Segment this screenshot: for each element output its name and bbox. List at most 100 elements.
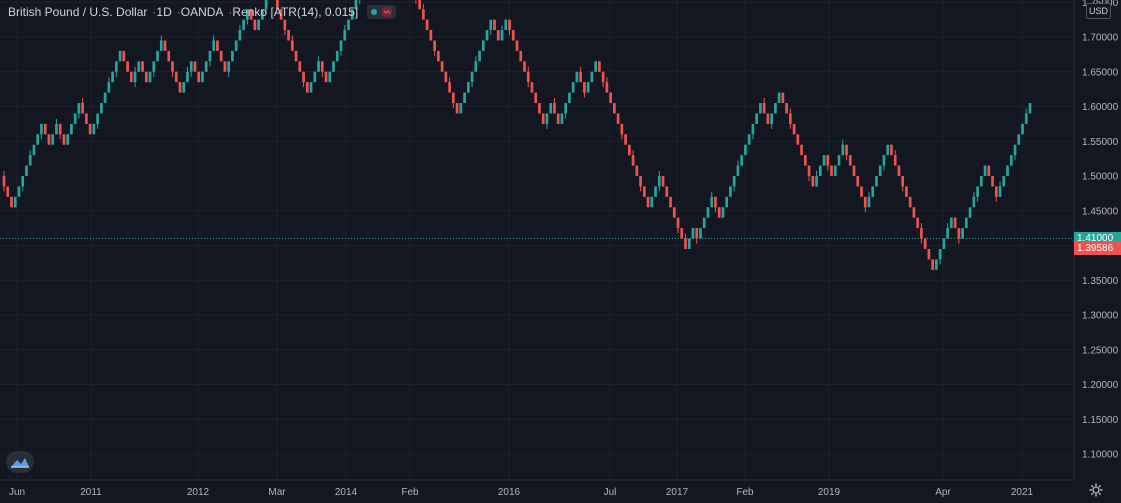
renko-brick-down bbox=[451, 92, 455, 104]
renko-brick-down bbox=[216, 40, 219, 51]
symbol-name[interactable]: British Pound / U.S. Dollar bbox=[8, 5, 148, 19]
renko-brick-down bbox=[920, 228, 923, 239]
renko-brick-up bbox=[470, 71, 474, 83]
renko-brick-up bbox=[740, 155, 744, 166]
renko-brick-up bbox=[201, 71, 204, 83]
y-tick-label: 1.30000 bbox=[1082, 311, 1119, 322]
renko-brick-down bbox=[178, 82, 182, 93]
renko-brick-up bbox=[238, 30, 242, 41]
renko-bricks bbox=[2, 0, 1032, 270]
renko-brick-down bbox=[320, 61, 324, 72]
time-axis[interactable]: Jun 2011 2012 Mar 2014 Feb 2016 Jul 2017 Feb 2019 A… bbox=[9, 487, 1034, 498]
renko-brick-up bbox=[309, 82, 313, 93]
x-tick-label: Feb bbox=[401, 487, 419, 498]
renko-brick-up bbox=[586, 82, 590, 93]
renko-brick-down bbox=[957, 228, 961, 239]
renko-brick-down bbox=[58, 123, 62, 135]
renko-brick-up bbox=[500, 30, 504, 41]
renko-brick-down bbox=[624, 134, 627, 145]
renko-brick-up bbox=[114, 61, 118, 72]
renko-brick-down bbox=[287, 30, 290, 41]
renko-brick-up bbox=[182, 82, 186, 93]
renko-brick-up bbox=[111, 71, 114, 83]
renko-brick-up bbox=[40, 123, 43, 135]
renko-brick-down bbox=[455, 103, 459, 114]
renko-brick-up bbox=[77, 103, 81, 114]
renko-brick-up bbox=[983, 165, 987, 176]
x-tick-label: 2016 bbox=[498, 487, 521, 498]
renko-brick-down bbox=[661, 176, 665, 187]
renko-brick-down bbox=[994, 186, 998, 197]
currency-label: USD bbox=[1088, 6, 1108, 16]
renko-brick-up bbox=[204, 61, 208, 72]
renko-brick-up bbox=[208, 50, 212, 62]
renko-brick-up bbox=[107, 82, 111, 93]
renko-brick-down bbox=[433, 40, 436, 51]
renko-brick-up bbox=[354, 0, 358, 10]
renko-brick-down bbox=[88, 123, 92, 135]
renko-brick-up bbox=[118, 50, 122, 62]
renko-brick-down bbox=[583, 82, 586, 93]
chart-legend[interactable]: British Pound / U.S. Dollar · 1D · OANDA… bbox=[8, 4, 397, 20]
tradingview-logo-icon[interactable] bbox=[6, 451, 34, 473]
renko-brick-down bbox=[163, 40, 167, 51]
market-status-badge[interactable] bbox=[367, 5, 397, 19]
renko-brick-down bbox=[437, 50, 440, 62]
renko-brick-up bbox=[564, 103, 568, 114]
renko-brick-down bbox=[523, 61, 526, 72]
renko-brick-up bbox=[1021, 123, 1024, 135]
y-tick-label: 1.50000 bbox=[1082, 172, 1119, 183]
renko-brick-up bbox=[1009, 155, 1013, 166]
renko-brick-up bbox=[28, 155, 32, 166]
renko-brick-down bbox=[646, 196, 650, 208]
last-price-label: 1.41000 bbox=[1077, 233, 1114, 245]
renko-brick-up bbox=[1017, 134, 1021, 145]
renko-brick-down bbox=[766, 113, 770, 124]
renko-brick-down bbox=[598, 61, 601, 72]
renko-brick-up bbox=[32, 144, 36, 156]
renko-brick-up bbox=[594, 61, 597, 72]
x-tick-label: Jun bbox=[9, 487, 25, 498]
renko-brick-down bbox=[425, 19, 429, 31]
renko-brick-down bbox=[305, 82, 309, 93]
renko-brick-up bbox=[818, 165, 822, 176]
renko-brick-up bbox=[478, 50, 481, 62]
renko-brick-down bbox=[141, 61, 144, 72]
currency-unit-button[interactable]: USD bbox=[1086, 3, 1111, 19]
renko-brick-up bbox=[159, 40, 163, 51]
settings-gear-icon[interactable] bbox=[1089, 483, 1103, 497]
renko-brick-up bbox=[343, 30, 347, 41]
renko-brick-down bbox=[695, 228, 699, 239]
renko-brick-down bbox=[253, 19, 257, 31]
renko-brick-up bbox=[347, 19, 350, 31]
renko-brick-down bbox=[605, 82, 609, 93]
price-axis[interactable]: 1.750001.700001.650001.600001.550001.500… bbox=[1082, 0, 1119, 461]
renko-brick-up bbox=[13, 196, 17, 208]
chart-style-label[interactable]: Renko [ATR(14), 0.015] bbox=[232, 5, 359, 19]
renko-brick-down bbox=[613, 103, 616, 114]
renko-brick-up bbox=[55, 123, 58, 135]
renko-brick-down bbox=[901, 176, 905, 187]
renko-brick-up bbox=[246, 9, 249, 20]
y-tick-label: 1.25000 bbox=[1082, 345, 1119, 356]
renko-brick-up bbox=[702, 217, 706, 229]
renko-brick-down bbox=[298, 61, 302, 72]
renko-brick-down bbox=[530, 82, 534, 93]
renko-brick-down bbox=[672, 207, 676, 218]
x-tick-label: 2017 bbox=[666, 487, 689, 498]
renko-brick-up bbox=[335, 50, 339, 62]
renko-brick-down bbox=[642, 186, 646, 197]
renko-brick-up bbox=[466, 82, 470, 93]
renko-brick-up bbox=[875, 176, 878, 187]
renko-brick-down bbox=[429, 30, 433, 41]
interval-label[interactable]: 1D bbox=[156, 5, 172, 19]
renko-brick-down bbox=[789, 113, 792, 124]
renko-brick-up bbox=[998, 186, 1002, 197]
renko-brick-down bbox=[927, 248, 931, 260]
renko-brick-down bbox=[167, 50, 171, 62]
renko-brick-down bbox=[422, 9, 425, 20]
renko-brick-up bbox=[691, 228, 695, 239]
current-price-label: 1.39586 bbox=[1077, 242, 1114, 254]
renko-brick-down bbox=[290, 40, 294, 51]
